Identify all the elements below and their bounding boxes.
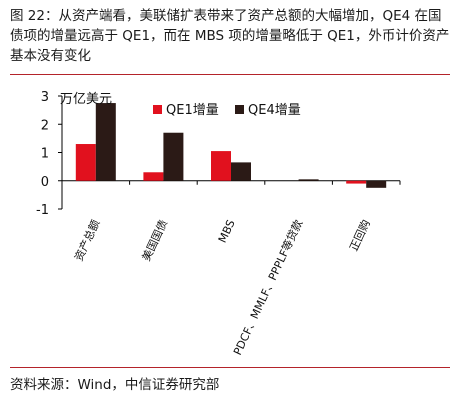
y-tick-label: 3: [41, 90, 49, 105]
y-tick-label: 0: [41, 175, 49, 190]
category-label: PDCF、MMLF、PPPLF等贷款: [230, 217, 305, 357]
legend-label-qe4: QE4增量: [248, 103, 301, 118]
category-label: MBS: [216, 218, 238, 245]
figure-caption: 图 22：从资产端看，美联储扩表带来了资产总额的大幅增加，QE4 在国债项的增量…: [10, 8, 450, 64]
bar-qe4: [298, 179, 319, 181]
bar-qe4: [163, 132, 184, 181]
bar-qe1: [143, 172, 164, 181]
chart-legend: QE1增量 QE4增量: [153, 103, 301, 118]
legend-label-qe1: QE1增量: [166, 103, 219, 118]
top-divider: [10, 74, 450, 75]
bar-qe4: [95, 103, 116, 181]
chart-ticks: -1 0 1 2 3: [36, 90, 62, 218]
source-note: 资料来源：Wind，中信证券研究部: [10, 377, 220, 393]
bottom-divider: [10, 367, 450, 368]
chart-bars: [75, 103, 387, 188]
y-unit-label: 万亿美元: [60, 92, 112, 107]
category-label: 资产总额: [71, 217, 102, 263]
category-label: 美国国债: [139, 217, 170, 263]
legend-swatch-qe1: [153, 105, 162, 114]
bar-qe1: [346, 180, 367, 184]
y-tick-label: 1: [41, 147, 49, 162]
bar-qe4: [231, 162, 251, 181]
bar-qe1: [75, 144, 96, 181]
category-label: 正回购: [346, 217, 373, 253]
legend-swatch-qe4: [235, 105, 244, 114]
bar-qe4: [366, 180, 387, 188]
y-tick-label: 2: [41, 118, 49, 133]
y-tick-label: -1: [36, 203, 49, 218]
bar-qe1: [211, 151, 231, 181]
